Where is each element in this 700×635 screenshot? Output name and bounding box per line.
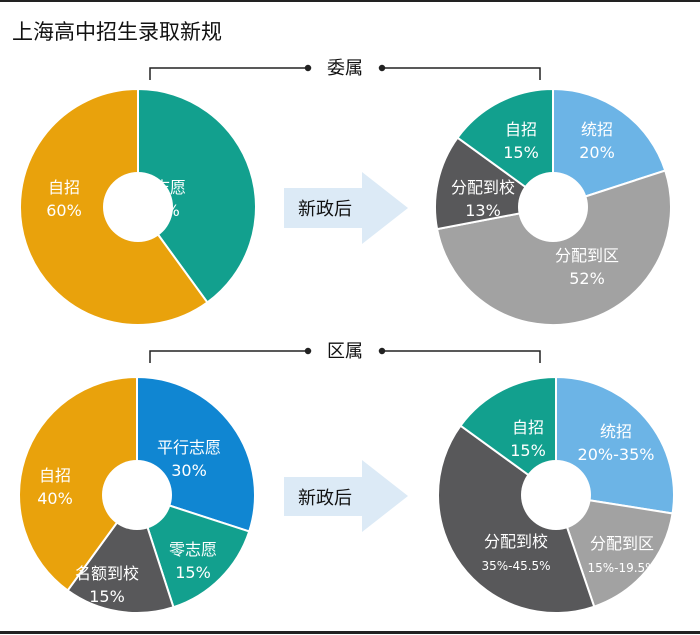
pie-slice <box>435 169 673 327</box>
pie-slice <box>459 375 557 497</box>
slice-value-label: 15% <box>510 441 546 460</box>
slice-value-label: 52% <box>569 269 605 288</box>
slice-name-label: 自招 <box>512 418 544 437</box>
slice-value-label: 15% <box>89 587 125 606</box>
slice-value-label: 60% <box>46 201 82 220</box>
slice-name-label: 零志愿 <box>169 540 217 559</box>
slice-name-label: 自招 <box>505 120 537 139</box>
bracket-qushu <box>149 347 541 363</box>
slice-value-label: 15% <box>175 563 211 582</box>
donut-hole <box>518 172 588 242</box>
pie-slice <box>552 87 667 209</box>
arrow-label-top: 新政后 <box>298 199 352 220</box>
slice-name-label: 分配到区 <box>555 246 619 265</box>
pie-charts: 零志愿 40% 自招 60% 统招 20% 分配到区 52% 分配到校 13% 自招 15% 平行志愿 3… <box>18 87 675 614</box>
pie-slice <box>437 424 596 614</box>
slice-name-label: 自招 <box>48 178 80 197</box>
bracket-weishu <box>149 64 541 80</box>
page-title: 上海高中招生录取新规 <box>12 20 222 44</box>
slice-value-label: 40% <box>37 489 73 508</box>
pie-slice <box>137 87 257 304</box>
pie-slice <box>18 375 138 592</box>
slice-name-label: 分配到区 <box>590 534 654 553</box>
arrow-label-bottom: 新政后 <box>298 488 352 509</box>
arrow-shape-top <box>284 172 408 244</box>
slice-value-label: 20% <box>579 143 615 162</box>
top-rule <box>0 0 700 2</box>
slice-value-label: 30% <box>171 461 207 480</box>
slice-value-label: 15% <box>503 143 539 162</box>
slice-value-label: 35%-45.5% <box>481 559 550 573</box>
slice-value-label: 13% <box>465 201 501 220</box>
slice-value-label: 20%-35% <box>578 445 655 464</box>
slice-value-label: 15%-19.5% <box>587 561 656 575</box>
pie-slice <box>66 492 175 614</box>
slice-name-label: 分配到校 <box>484 532 548 551</box>
section-label-qushu: 区属 <box>327 341 363 362</box>
section-label-weishu: 委属 <box>327 58 363 79</box>
donut-hole <box>521 460 591 530</box>
slice-name-label: 自招 <box>39 466 71 485</box>
slice-value-label: 40% <box>144 201 180 220</box>
pie-slice <box>456 87 554 209</box>
arrow-shape-bottom <box>284 460 408 532</box>
slice-name-label: 零志愿 <box>138 178 186 197</box>
slice-name-label: 名额到校 <box>75 564 139 583</box>
donut-hole <box>103 172 173 242</box>
bottom-rule <box>0 631 700 634</box>
slice-name-label: 统招 <box>600 422 632 441</box>
slice-name-label: 分配到校 <box>451 178 515 197</box>
donut-hole <box>102 460 172 530</box>
slice-name-label: 统招 <box>581 120 613 139</box>
slice-name-label: 平行志愿 <box>157 438 221 457</box>
